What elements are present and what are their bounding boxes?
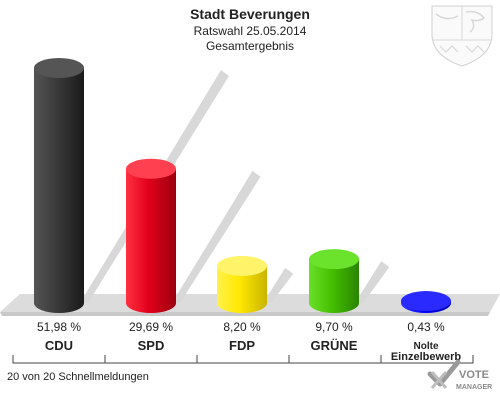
floor-edge [0,312,490,316]
chart-subtitle-2: Gesamtergebnis [206,39,294,53]
bar-cap-cdu [34,58,84,78]
bar-body-cdu [34,68,84,313]
chart-title: Stadt Beverungen [190,6,310,22]
category-label-cdu: CDU [45,338,73,353]
bar-spd [126,158,176,313]
value-label-fdp: 8,20 % [223,320,261,334]
value-label-nolte: 0,43 % [407,320,445,334]
bracket-cdu [12,355,106,364]
category-label-spd: SPD [138,338,165,353]
category-label-fdp: FDP [229,338,255,353]
bar-cdu [34,58,84,313]
bar-shadow-gruene [355,261,390,303]
bar-body-fdp [217,265,267,313]
bar-body-spd [126,168,176,313]
bar-shadow-spd [172,170,261,303]
bracket-fdp [196,355,290,364]
bar-shadow-nolte [447,303,457,310]
bar-cap-fdp [217,255,267,276]
bar-cap-nolte [401,291,451,312]
bracket-nolte [380,355,474,364]
category-label-nolte-line2: Einzelbewerb [391,351,462,363]
value-label-gruene: 9,70 % [315,320,353,334]
bar-cap-spd [126,158,176,179]
bar-fdp [217,255,267,313]
bar-nolte [401,291,451,313]
bracket-gruene [288,355,382,364]
value-label-cdu: 51,98 % [37,320,81,334]
bar-gruene [309,249,359,313]
value-label-spd: 29,69 % [129,320,173,334]
bar-body-gruene [309,259,359,313]
brand-line-1: VOTE [459,369,489,381]
brand-line-2: MANAGER [456,384,492,391]
bars [34,58,451,313]
status-text: 20 von 20 Schnellmeldungen [7,371,149,383]
coat-of-arms-icon [431,5,493,67]
bar-shadow-fdp [263,267,294,303]
category-brackets [12,355,474,364]
bracket-spd [104,355,198,364]
category-label-nolte-line1: Nolte [414,341,439,352]
chart-subtitle: Ratswahl 25.05.2014 [194,24,307,38]
category-label-gruene: GRÜNE [311,338,358,353]
votemanager-logo-icon: VOTE MANAGER [427,359,492,391]
bar-cap-gruene [309,249,359,270]
